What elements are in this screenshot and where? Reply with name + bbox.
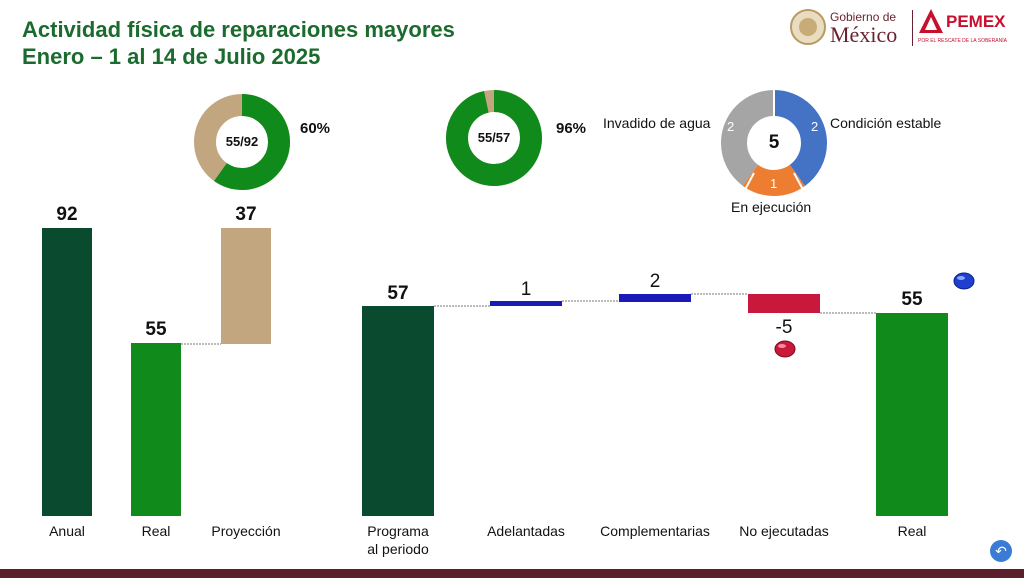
pemex-tagline: POR EL RESCATE DE LA SOBERANÍA	[918, 38, 1007, 44]
x-label-adelantadas: Adelantadas	[487, 523, 565, 539]
donut3-value-estable: 2	[811, 119, 819, 134]
pemex-wordmark: PEMEX	[946, 12, 1006, 31]
x-label-programa: Programa al periodo	[328, 522, 468, 558]
donut-chart-1	[194, 94, 290, 190]
donut3-value-invadido: 2	[727, 119, 735, 134]
footer-band	[0, 569, 1024, 578]
x-label-no-ejecutadas: No ejecutadas	[739, 523, 829, 539]
donut3-label-estable: Condición estable	[830, 115, 942, 131]
gob-line-1: Gobierno de	[830, 10, 897, 24]
value-label-adelantadas: 1	[520, 279, 532, 300]
donut2-percent: 96%	[556, 120, 587, 137]
donut3-value-ejecucion: 1	[770, 176, 778, 191]
donut3-center-label: 5	[768, 132, 780, 153]
bar-no-ejecutadas	[748, 294, 820, 313]
gobierno-logo: Gobierno de México	[790, 8, 910, 48]
donut3-label-invadido: Invadido de agua	[603, 115, 711, 131]
donut2-center-label: 55/57	[477, 130, 511, 145]
title-line-1: Actividad física de reparaciones mayores	[22, 17, 455, 42]
bar-real-final	[876, 313, 948, 516]
donut3-label-ejecucion: En ejecución	[731, 199, 812, 215]
value-label-complementarias: 2	[649, 271, 661, 292]
x-label-programa-line1: Programa	[367, 523, 429, 539]
title-line-2: Enero – 1 al 14 de Julio 2025	[22, 44, 321, 69]
x-label-real: Real	[141, 523, 171, 539]
pemex-eagle-icon	[919, 9, 943, 33]
x-label-programa-line2: al periodo	[367, 541, 429, 557]
x-label-proyeccion: Proyección	[211, 523, 281, 539]
donut-chart-3	[721, 90, 827, 197]
waterfall-connectors	[434, 293, 876, 314]
donut3-slice-ejecucion	[721, 90, 827, 196]
bar-proyeccion	[221, 228, 271, 344]
x-label-complementarias: Complementarias	[600, 523, 710, 539]
donut1-center-label: 55/92	[225, 134, 259, 149]
donut1-percent: 60%	[300, 120, 331, 137]
bar-adelantadas	[490, 301, 562, 306]
value-label-proyeccion: 37	[235, 204, 257, 225]
value-label-real-final: 55	[901, 289, 923, 310]
value-label-anual: 92	[56, 204, 78, 225]
bar-anual	[42, 228, 92, 516]
bar-complementarias	[619, 294, 691, 302]
seal-icon	[790, 9, 826, 45]
x-label-anual: Anual	[49, 523, 85, 539]
bar-programa	[362, 306, 434, 516]
value-label-programa: 57	[387, 283, 409, 304]
slide-title: Actividad física de reparaciones mayores…	[22, 16, 455, 70]
gob-line-2: México	[830, 22, 898, 47]
connector-line	[181, 343, 221, 345]
blue-indicator-dot	[953, 272, 975, 290]
x-label-real-final: Real	[897, 523, 927, 539]
donut1-real-slice	[194, 94, 290, 190]
logo-divider	[912, 10, 913, 46]
value-label-real: 55	[145, 319, 167, 340]
bar-real	[131, 343, 181, 516]
back-arrow-icon[interactable]: ↶	[990, 540, 1012, 562]
red-indicator-dot	[774, 340, 796, 358]
pemex-logo: PEMEX POR EL RESCATE DE LA SOBERANÍA	[916, 6, 1022, 48]
value-label-no-ejecutadas: -5	[775, 317, 793, 338]
donut2-real-slice	[446, 90, 542, 186]
donut-chart-2	[446, 90, 542, 186]
